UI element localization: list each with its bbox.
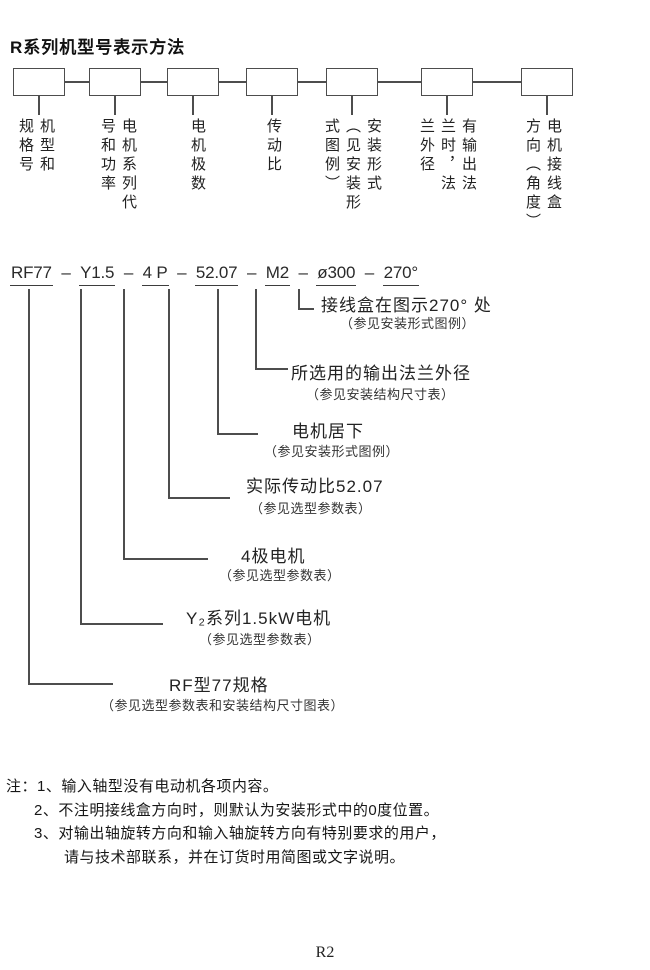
model-separator: – bbox=[364, 263, 375, 282]
model-separator: – bbox=[177, 263, 187, 282]
explanation-title-motor: Y₂系列1.5kW电机 bbox=[186, 609, 332, 628]
leader-elbow-4p bbox=[123, 558, 208, 560]
explanation-note-poles: （参见选型参数表） bbox=[219, 568, 341, 583]
box-stem-line bbox=[446, 96, 448, 115]
explanation-note-flange: （参见安装结构尺寸表） bbox=[306, 387, 455, 402]
leader-elbow-y15 bbox=[80, 623, 163, 625]
leader-elbow-m2 bbox=[217, 433, 258, 435]
box-connector-line bbox=[65, 81, 89, 83]
explanation-note-angle: （参见安装形式图例） bbox=[340, 316, 476, 331]
field-label-motor-poles: 电机极数 bbox=[189, 118, 205, 194]
note-line-4: 请与技术部联系，并在订货时用简图或文字说明。 bbox=[64, 849, 406, 866]
model-separator: – bbox=[246, 263, 257, 282]
model-segment-mounting: M2 bbox=[264, 263, 290, 286]
field-label-mounting-form: 安装形式 （见安装形 式图例） bbox=[323, 118, 381, 213]
box-connector-line bbox=[219, 81, 246, 83]
box-stem-line bbox=[114, 96, 116, 115]
model-segment-size: RF77 bbox=[10, 263, 53, 286]
model-segment-ratio: 52.07 bbox=[194, 263, 239, 286]
explanation-title-angle: 接线盒在图示270° 处 bbox=[321, 296, 492, 315]
notes-label: 注： bbox=[6, 778, 38, 795]
note-line-1: 注：1、输入轴型没有电动机各项内容。 bbox=[6, 775, 278, 796]
leader-elbow-rf77 bbox=[28, 683, 113, 685]
explanation-note-mounting: （参见安装形式图例） bbox=[264, 444, 400, 459]
note-line-2: 2、不注明接线盒方向时，则默认为安装形式中的0度位置。 bbox=[34, 802, 440, 819]
box-stem-line bbox=[192, 96, 194, 115]
model-separator: – bbox=[61, 263, 71, 282]
leader-stem-4p bbox=[123, 289, 125, 558]
box-connector-line bbox=[378, 81, 421, 83]
explanation-title-poles: 4极电机 bbox=[241, 547, 306, 566]
field-label-flange-diameter: 有输出法 兰时，法 兰外径 bbox=[418, 118, 476, 194]
field-label-type-spec: 机型和 规格号 bbox=[17, 118, 54, 175]
explanation-title-size: RF型77规格 bbox=[169, 676, 269, 695]
field-box-4 bbox=[246, 68, 298, 96]
box-connector-line bbox=[141, 81, 167, 83]
explanation-title-mounting: 电机居下 bbox=[292, 422, 364, 441]
box-stem-line bbox=[271, 96, 273, 115]
model-segment-flange: ø300 bbox=[316, 263, 357, 286]
field-box-7 bbox=[521, 68, 573, 96]
field-label-motor-series-power: 电机系列代 号和功率 bbox=[99, 118, 136, 213]
note-item-1: 1、输入轴型没有电动机各项内容。 bbox=[37, 778, 279, 795]
field-label-ratio: 传动比 bbox=[265, 118, 281, 175]
explanation-title-ratio: 实际传动比52.07 bbox=[246, 477, 384, 496]
field-box-6 bbox=[421, 68, 473, 96]
field-box-2 bbox=[89, 68, 141, 96]
model-segment-poles: 4 P bbox=[141, 263, 169, 286]
model-segment-angle: 270° bbox=[382, 263, 419, 286]
explanation-title-flange: 所选用的输出法兰外径 bbox=[291, 364, 471, 383]
leader-stem-270 bbox=[298, 289, 300, 308]
model-separator: – bbox=[123, 263, 134, 282]
leader-stem-5207 bbox=[168, 289, 170, 497]
leader-stem-o300 bbox=[255, 289, 257, 368]
leader-elbow-270 bbox=[298, 308, 314, 310]
leader-elbow-5207 bbox=[168, 497, 230, 499]
leader-elbow-o300 bbox=[255, 368, 288, 370]
page-title: R系列机型号表示方法 bbox=[10, 38, 186, 57]
field-label-junction-box-angle: 电机接线盒 方向（角度） bbox=[524, 118, 561, 232]
page-number: R2 bbox=[315, 944, 335, 961]
box-connector-line bbox=[473, 81, 521, 83]
note-line-3: 3、对输出轴旋转方向和输入轴旋转方向有特别要求的用户， bbox=[34, 825, 446, 842]
box-stem-line bbox=[546, 96, 548, 115]
model-segment-motor: Y1.5 bbox=[79, 263, 116, 286]
leader-stem-m2 bbox=[217, 289, 219, 433]
field-box-5 bbox=[326, 68, 378, 96]
field-box-1 bbox=[13, 68, 65, 96]
model-code-example: RF77 – Y1.5 – 4 P – 52.07 – M2 – ø300 – … bbox=[10, 263, 419, 286]
field-box-3 bbox=[167, 68, 219, 96]
model-separator: – bbox=[298, 263, 308, 282]
box-stem-line bbox=[38, 96, 40, 115]
leader-stem-y15 bbox=[80, 289, 82, 623]
explanation-note-size: （参见选型参数表和安装结构尺寸图表） bbox=[101, 698, 345, 713]
leader-stem-rf77 bbox=[28, 289, 30, 683]
explanation-note-motor: （参见选型参数表） bbox=[199, 632, 321, 647]
explanation-note-ratio: （参见选型参数表） bbox=[250, 501, 372, 516]
box-connector-line bbox=[298, 81, 326, 83]
box-stem-line bbox=[351, 96, 353, 115]
